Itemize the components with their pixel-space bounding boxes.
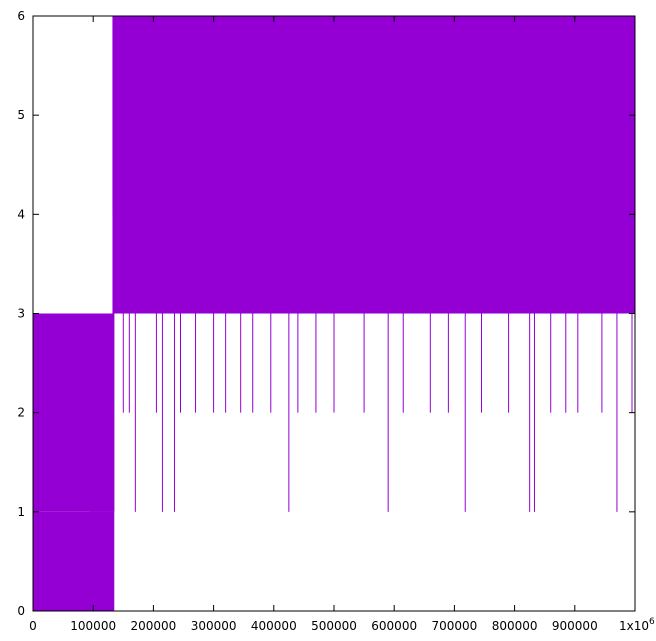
x-tick-label: 400000 xyxy=(251,619,297,633)
x-tick-label: 700000 xyxy=(431,619,477,633)
series-band xyxy=(33,511,115,611)
series-layer xyxy=(33,16,636,611)
x-tick-label: 100000 xyxy=(70,619,116,633)
x-tick-label: 200000 xyxy=(130,619,176,633)
x-tick-label: 600000 xyxy=(371,619,417,633)
y-tick-label: 3 xyxy=(17,307,25,321)
labels-layer: 1x106 0 1 2 3 4 5 6 0 100000 200000 300000 400000 50… xyxy=(17,9,655,633)
x-multiplier-label: 1x106 xyxy=(619,617,655,633)
x-tick-label: 500000 xyxy=(311,619,357,633)
y-tick-label: 2 xyxy=(17,406,25,420)
y-tick-label: 6 xyxy=(17,9,25,23)
axes-layer xyxy=(32,15,636,612)
series-band xyxy=(90,313,115,512)
x-tick-label: 0 xyxy=(29,619,37,633)
series-band xyxy=(112,16,636,215)
y-tick-label: 0 xyxy=(17,604,25,618)
x-tick-label: 800000 xyxy=(492,619,538,633)
x-tick-label: 900000 xyxy=(552,619,598,633)
y-tick-label: 1 xyxy=(17,505,25,519)
y-tick-label: 4 xyxy=(17,207,25,221)
x-tick-label: 300000 xyxy=(191,619,237,633)
y-tick-label: 5 xyxy=(17,108,25,122)
